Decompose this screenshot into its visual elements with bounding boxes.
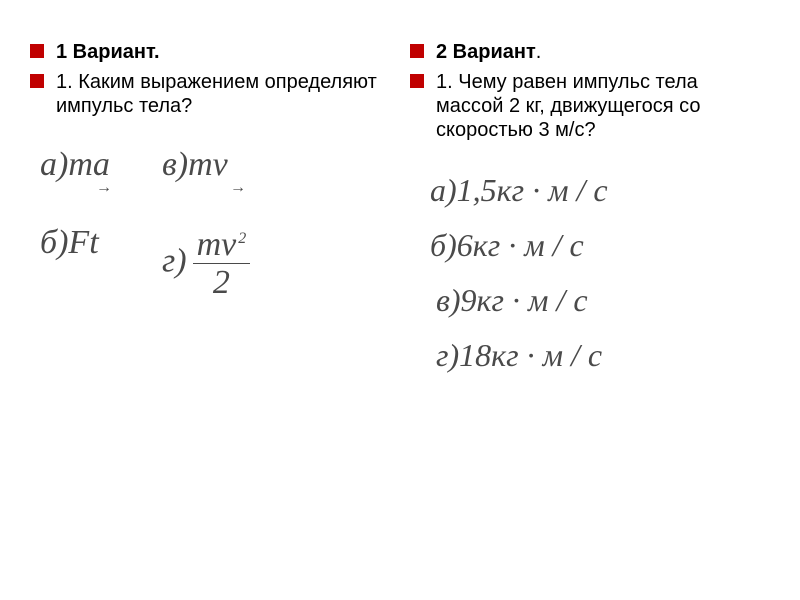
option-b-expr: Ft <box>68 224 98 261</box>
answer-b-label: б) <box>430 227 457 263</box>
variant-2-label: 2 Вариант. <box>436 40 541 64</box>
answer-a-label: а) <box>430 172 457 208</box>
answer-list: а)1,5кг · м / с б)6кг · м / с в)9кг · м … <box>410 172 770 374</box>
formula-col-right: в)mv → г) mv2 2 <box>162 148 250 302</box>
fraction: mv2 2 <box>193 226 251 302</box>
answer-g-value: 18 <box>459 337 491 373</box>
variant-1-label: 1 Вариант. <box>56 40 160 64</box>
answer-a-unit: кг · м / с <box>497 172 608 208</box>
answer-a: а)1,5кг · м / с <box>430 172 770 209</box>
question-2-text: 1. Чему равен импульс тела массой 2 кг, … <box>436 70 770 142</box>
option-b-label: б) <box>40 224 68 261</box>
fraction-bot: 2 <box>209 264 234 301</box>
option-v-label: в) <box>162 146 188 183</box>
option-a-label: а) <box>40 146 68 183</box>
question-1-text: 1. Каким выражением определяют импульс т… <box>56 70 390 118</box>
bullet-icon <box>410 74 424 88</box>
fraction-top: mv2 <box>193 226 251 264</box>
question-1-heading: 1. Каким выражением определяют импульс т… <box>30 70 390 118</box>
option-v-expr: mv <box>188 146 228 183</box>
bullet-icon <box>30 74 44 88</box>
answer-v: в)9кг · м / с <box>430 282 770 319</box>
arrow-icon: → <box>230 180 250 196</box>
answer-b-unit: кг · м / с <box>473 227 584 263</box>
formula-block: а)ma → б)Ft в)mv → г) mv2 2 <box>30 148 390 302</box>
variant-2-heading: 2 Вариант. <box>410 40 770 64</box>
answer-g-unit: кг · м / с <box>491 337 602 373</box>
variant-1-heading: 1 Вариант. <box>30 40 390 64</box>
option-a: а)ma → <box>40 148 112 196</box>
formula-col-left: а)ma → б)Ft <box>40 148 112 260</box>
bullet-icon <box>30 44 44 58</box>
formula-row: а)ma → б)Ft в)mv → г) mv2 2 <box>40 148 390 302</box>
answer-g: г)18кг · м / с <box>430 337 770 374</box>
bullet-icon <box>410 44 424 58</box>
left-column: 1 Вариант. 1. Каким выражением определяю… <box>30 40 390 560</box>
answer-g-label: г) <box>436 337 459 373</box>
answer-b-value: 6 <box>457 227 473 263</box>
answer-v-value: 9 <box>461 282 477 318</box>
option-b: б)Ft <box>40 226 112 260</box>
option-g-label: г) <box>162 243 187 280</box>
option-g: г) mv2 2 <box>162 226 250 302</box>
arrow-icon: → <box>96 180 112 196</box>
option-a-expr: ma <box>68 146 110 183</box>
answer-b: б)6кг · м / с <box>430 227 770 264</box>
question-2-heading: 1. Чему равен импульс тела массой 2 кг, … <box>410 70 770 142</box>
answer-v-label: в) <box>436 282 461 318</box>
option-v: в)mv → <box>162 148 250 196</box>
answer-a-value: 1,5 <box>457 172 497 208</box>
right-column: 2 Вариант. 1. Чему равен импульс тела ма… <box>410 40 770 560</box>
answer-v-unit: кг · м / с <box>477 282 588 318</box>
